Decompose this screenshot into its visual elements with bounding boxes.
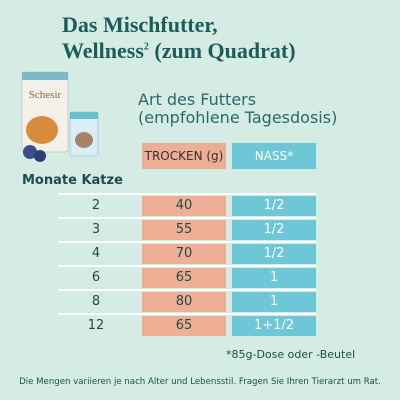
month-cell: 8 [91,294,101,309]
product-brand: Schesir [29,89,62,101]
month-cell: 12 [87,318,105,333]
subtitle-line2: (empfohlene Tagesdosis) [138,108,338,127]
wet-cell: 1 [232,292,316,312]
title-line1: Das Mischfutter, [62,12,218,37]
title-line2: Wellness2 (zum Quadrat) [62,38,296,64]
wet-cell: 1/2 [232,220,316,240]
wet-cell: 1/2 [232,244,316,264]
dry-cell: 65 [142,268,226,288]
product-image: Schesir [21,71,99,162]
column-header: TROCKEN (g) [142,143,226,169]
title-brand: Wellness [62,38,144,63]
row-header: Monate Katze [22,173,123,188]
row-separator [58,313,316,315]
title-rest: (zum Quadrat) [154,38,296,63]
dry-cell: 70 [142,244,226,264]
wet-cell: 1+1/2 [232,316,316,336]
month-cell: 4 [91,246,101,261]
row-separator [58,265,316,267]
row-separator [58,217,316,219]
column-header: NASS* [232,143,316,169]
dry-cell: 80 [142,292,226,312]
disclaimer: Die Mengen variieren je nach Alter und L… [19,377,381,387]
month-cell: 6 [91,270,101,285]
wet-cell: 1/2 [232,196,316,216]
title-sup: 2 [143,41,149,53]
row-separator [58,193,316,195]
month-cell: 3 [91,222,101,237]
row-separator [58,289,316,291]
subtitle-line1: Art des Futters [138,90,257,109]
dry-cell: 55 [142,220,226,240]
dry-cell: 65 [142,316,226,336]
wet-cell: 1 [232,268,316,288]
month-cell: 2 [91,198,101,213]
footnote: *85g-Dose oder -Beutel [226,348,356,361]
dry-cell: 40 [142,196,226,216]
row-separator [58,241,316,243]
